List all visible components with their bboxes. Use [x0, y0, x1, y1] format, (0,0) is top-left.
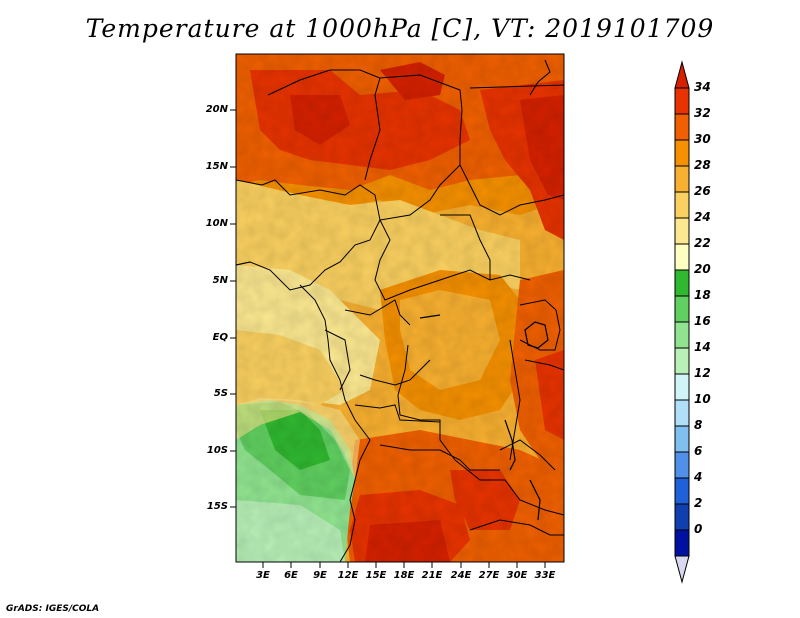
colorbar-segment: [674, 347, 690, 375]
colorbar-segment: [674, 243, 690, 271]
colorbar-segment: [674, 269, 690, 297]
colorbar-segment: [674, 191, 690, 219]
colorbar-label: 12: [694, 366, 711, 380]
colorbar-segment: [674, 503, 690, 531]
lon-label: 15E: [365, 570, 387, 581]
colorbar: [674, 60, 690, 584]
colorbar-label: 30: [694, 132, 711, 146]
colorbar-segment: [674, 373, 690, 401]
colorbar-segment: [674, 425, 690, 453]
lat-label: 10N: [205, 218, 228, 229]
colorbar-label: 28: [694, 158, 711, 172]
temperature-field: [236, 54, 564, 562]
colorbar-segment: [674, 295, 690, 323]
lat-label: 20N: [205, 104, 228, 115]
colorbar-label: 16: [694, 314, 711, 328]
colorbar-segment: [674, 60, 690, 89]
colorbar-label: 10: [694, 392, 711, 406]
colorbar-label: 2: [694, 496, 703, 510]
country-borders: [236, 59, 564, 562]
colorbar-label: 32: [694, 106, 711, 120]
lat-label: 15S: [206, 501, 228, 512]
lakes: [419, 314, 549, 521]
lat-label: 10S: [206, 445, 228, 456]
colorbar-label: 20: [694, 262, 711, 276]
lon-label: 30E: [506, 570, 528, 581]
colorbar-segment: [674, 555, 690, 584]
colorbar-label: 26: [694, 184, 711, 198]
lon-label: 6E: [284, 570, 298, 581]
colorbar-segment: [674, 217, 690, 245]
colorbar-segment: [674, 165, 690, 193]
lon-label: 24E: [450, 570, 472, 581]
lon-label: 27E: [478, 570, 500, 581]
lat-label: 5S: [213, 388, 228, 399]
lat-label: EQ: [212, 332, 228, 343]
colorbar-segment: [674, 451, 690, 479]
colorbar-label: 0: [694, 522, 703, 536]
colorbar-segment: [674, 529, 690, 557]
lon-label: 33E: [534, 570, 556, 581]
credit-text: GrADS: IGES/COLA: [6, 604, 100, 614]
colorbar-label: 34: [694, 80, 711, 94]
colorbar-label: 24: [694, 210, 711, 224]
lat-label: 5N: [212, 275, 228, 286]
lon-label: 18E: [393, 570, 415, 581]
colorbar-segment: [674, 87, 690, 115]
colorbar-label: 6: [694, 444, 703, 458]
colorbar-label: 4: [694, 470, 703, 484]
colorbar-segment: [674, 113, 690, 141]
colorbar-label: 22: [694, 236, 711, 250]
lat-ticks: [230, 109, 236, 508]
lon-ticks: [262, 562, 546, 568]
colorbar-label: 8: [694, 418, 703, 432]
lon-label: 12E: [337, 570, 359, 581]
lon-label: 9E: [313, 570, 327, 581]
map-title: Temperature at 1000hPa [C], VT: 20191017…: [85, 14, 715, 43]
lon-label: 3E: [256, 570, 270, 581]
colorbar-label: 18: [694, 288, 711, 302]
lon-label: 21E: [421, 570, 443, 581]
colorbar-segment: [674, 321, 690, 349]
colorbar-segment: [674, 399, 690, 427]
colorbar-segment: [674, 477, 690, 505]
map-frame: [235, 53, 565, 563]
colorbar-segment: [674, 139, 690, 167]
colorbar-label: 14: [694, 340, 711, 354]
lat-label: 15N: [205, 161, 228, 172]
